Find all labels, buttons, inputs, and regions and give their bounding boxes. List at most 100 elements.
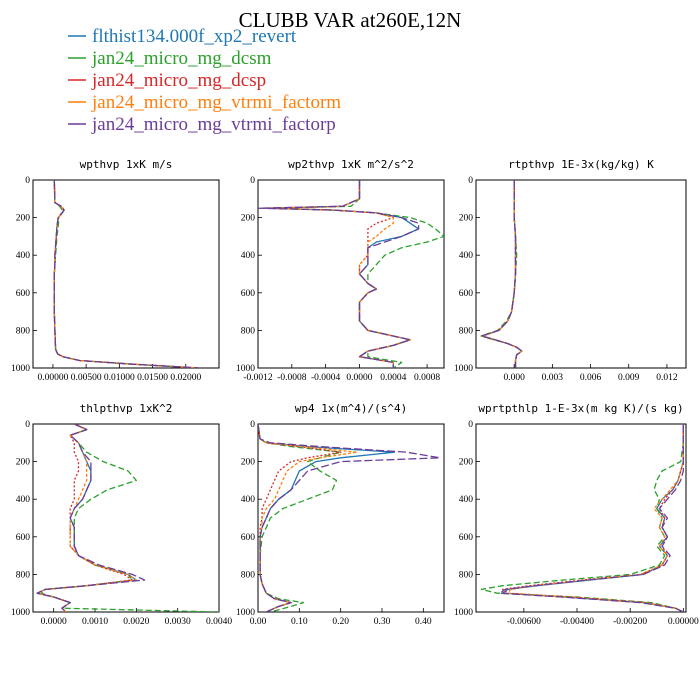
y-tick-label: 400 bbox=[241, 251, 256, 261]
x-tick-label: 0.0004 bbox=[380, 373, 406, 383]
legend-label: flthist134.000f_xp2_revert bbox=[92, 26, 297, 47]
y-tick-label: 400 bbox=[459, 251, 474, 261]
legend: flthist134.000f_xp2_revertjan24_micro_mg… bbox=[68, 26, 341, 135]
series-group bbox=[53, 180, 200, 368]
x-tick-label: 0.0010 bbox=[82, 617, 108, 627]
y-tick-label: 600 bbox=[16, 289, 31, 299]
x-tick-label: 0.01500 bbox=[137, 373, 168, 383]
y-tick-label: 600 bbox=[459, 289, 474, 299]
y-tick-label: 200 bbox=[459, 214, 474, 224]
series-line bbox=[265, 180, 411, 368]
y-tick-label: 0 bbox=[25, 176, 30, 186]
x-tick-label: 0.0000 bbox=[346, 373, 372, 383]
x-tick-label: 0.0000 bbox=[41, 617, 67, 627]
y-tick-label: 800 bbox=[241, 326, 256, 336]
x-tick-label: 0.40 bbox=[415, 617, 432, 627]
y-tick-label: 200 bbox=[16, 214, 31, 224]
legend-label: jan24_micro_mg_dcsp bbox=[91, 70, 266, 91]
series-line bbox=[53, 180, 200, 368]
x-tick-label: 0.000 bbox=[503, 373, 525, 383]
series-group bbox=[258, 180, 444, 368]
y-tick-label: 800 bbox=[459, 570, 474, 580]
x-tick-label: 0.0030 bbox=[165, 617, 191, 627]
series-line bbox=[36, 424, 146, 612]
y-tick-label: 400 bbox=[459, 495, 474, 505]
x-tick-label: -0.0008 bbox=[277, 373, 307, 383]
y-tick-label: 0 bbox=[25, 420, 30, 430]
series-line bbox=[53, 180, 200, 368]
panel-title: rtpthvp 1E-3x(kg/kg) K bbox=[508, 158, 654, 171]
series-line bbox=[258, 424, 342, 612]
y-tick-label: 1000 bbox=[236, 364, 255, 374]
legend-entry: flthist134.000f_xp2_revert bbox=[68, 26, 297, 47]
y-tick-label: 200 bbox=[241, 214, 256, 224]
series-group bbox=[480, 180, 523, 368]
series-line bbox=[274, 180, 444, 368]
panel: thlpthvp 1xK^2 0 200 400 600 800 1000 0.0000 0.0… bbox=[11, 402, 232, 627]
series-line bbox=[258, 424, 358, 612]
y-tick-label: 1000 bbox=[454, 364, 473, 374]
legend-entry: jan24_micro_mg_vtrmi_factorp bbox=[68, 114, 336, 135]
series-line bbox=[258, 424, 396, 612]
plot-frame bbox=[475, 423, 687, 613]
plot-frame bbox=[257, 179, 445, 369]
y-tick-label: 200 bbox=[459, 458, 474, 468]
x-tick-label: 0.00500 bbox=[71, 373, 102, 383]
plot-frame bbox=[32, 179, 220, 369]
panel-title: wpthvp 1xK m/s bbox=[80, 158, 173, 171]
legend-entry: jan24_micro_mg_dcsp bbox=[68, 70, 266, 91]
x-tick-label: 0.0008 bbox=[414, 373, 440, 383]
panel-title: wprtpthlp 1-E-3x(m kg K)/(s kg) bbox=[478, 402, 683, 415]
y-tick-label: 0 bbox=[250, 420, 255, 430]
figure-title: CLUBB VAR at260E,12N bbox=[239, 8, 462, 32]
series-line bbox=[40, 424, 219, 612]
x-tick-label: 0.02000 bbox=[170, 373, 201, 383]
y-tick-label: 1000 bbox=[11, 364, 30, 374]
series-line bbox=[258, 180, 420, 368]
y-tick-label: 0 bbox=[250, 176, 255, 186]
y-tick-label: 600 bbox=[16, 533, 31, 543]
x-tick-label: 0.01000 bbox=[104, 373, 135, 383]
panel: wp2thvp 1xK m^2/s^202004006008001000-0.0… bbox=[236, 158, 445, 383]
x-tick-label: -0.0012 bbox=[243, 373, 273, 383]
y-tick-label: 800 bbox=[16, 570, 31, 580]
legend-entry: jan24_micro_mg_vtrmi_factorm bbox=[68, 92, 341, 113]
y-tick-label: 800 bbox=[16, 326, 31, 336]
y-tick-label: 400 bbox=[241, 495, 256, 505]
x-tick-label: 0.00000 bbox=[37, 373, 68, 383]
x-tick-label: 0.0020 bbox=[123, 617, 149, 627]
x-tick-label: 0.10 bbox=[291, 617, 308, 627]
series-line bbox=[53, 180, 200, 368]
x-tick-label: -0.0004 bbox=[311, 373, 341, 383]
x-tick-label: 0.0040 bbox=[206, 617, 232, 627]
series-group bbox=[480, 424, 684, 612]
x-tick-label: 0.006 bbox=[580, 373, 602, 383]
y-tick-label: 600 bbox=[459, 533, 474, 543]
y-tick-label: 600 bbox=[241, 289, 256, 299]
y-tick-label: 200 bbox=[241, 458, 256, 468]
y-tick-label: 1000 bbox=[236, 608, 255, 618]
series-line bbox=[258, 424, 441, 612]
series-line bbox=[480, 180, 523, 368]
legend-label: jan24_micro_mg_vtrmi_factorm bbox=[91, 92, 341, 113]
series-line bbox=[36, 424, 133, 612]
y-tick-label: 0 bbox=[468, 420, 473, 430]
panel: rtpthvp 1E-3x(kg/kg) K 0 200 400 600 800 1000 0… bbox=[454, 158, 687, 383]
panel-title: wp4 1x(m^4)/(s^4) bbox=[295, 402, 408, 415]
x-tick-label: 0.012 bbox=[656, 373, 678, 383]
x-tick-label: -0.00200 bbox=[613, 617, 647, 627]
y-tick-label: 800 bbox=[459, 326, 474, 336]
legend-label: jan24_micro_mg_dcsm bbox=[91, 48, 272, 69]
series-line bbox=[53, 180, 200, 368]
x-tick-label: 0.00 bbox=[250, 617, 267, 627]
y-tick-label: 600 bbox=[241, 533, 256, 543]
series-line bbox=[499, 424, 684, 612]
y-tick-label: 1000 bbox=[11, 608, 30, 618]
plot-frame bbox=[257, 423, 445, 613]
series-group bbox=[258, 424, 441, 612]
panel-title: thlpthvp 1xK^2 bbox=[80, 402, 173, 415]
y-tick-label: 400 bbox=[16, 495, 31, 505]
y-tick-label: 1000 bbox=[454, 608, 473, 618]
